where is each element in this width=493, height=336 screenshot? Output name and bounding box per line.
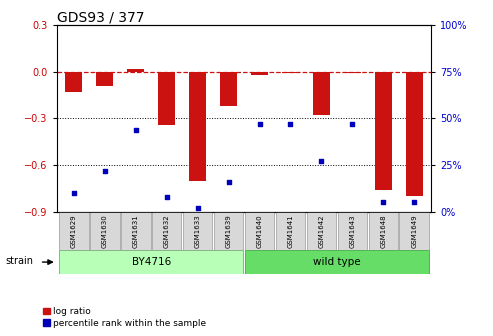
- Bar: [59, 250, 244, 274]
- Bar: [158, 72, 175, 125]
- Text: GSM1629: GSM1629: [70, 214, 77, 248]
- Bar: [152, 212, 181, 250]
- Bar: [406, 72, 423, 196]
- Text: strain: strain: [5, 256, 33, 266]
- Bar: [220, 72, 237, 106]
- Bar: [282, 72, 299, 73]
- Text: GSM1640: GSM1640: [256, 214, 262, 248]
- Bar: [65, 72, 82, 92]
- Legend: log ratio, percentile rank within the sample: log ratio, percentile rank within the sa…: [39, 303, 210, 332]
- Text: GSM1649: GSM1649: [411, 214, 418, 248]
- Bar: [90, 212, 120, 250]
- Bar: [245, 212, 275, 250]
- Point: [410, 200, 418, 205]
- Text: GSM1633: GSM1633: [195, 214, 201, 248]
- Bar: [375, 72, 392, 190]
- Bar: [189, 72, 206, 181]
- Point: [225, 179, 233, 184]
- Bar: [59, 212, 89, 250]
- Bar: [307, 212, 336, 250]
- Text: GSM1639: GSM1639: [226, 214, 232, 248]
- Point: [132, 127, 140, 132]
- Bar: [399, 212, 429, 250]
- Text: GSM1642: GSM1642: [318, 214, 324, 248]
- Bar: [276, 212, 305, 250]
- Point: [194, 205, 202, 211]
- Point: [286, 121, 294, 127]
- Bar: [338, 212, 367, 250]
- Bar: [313, 72, 330, 115]
- Text: GSM1630: GSM1630: [102, 214, 107, 248]
- Point: [101, 168, 108, 173]
- Point: [380, 200, 387, 205]
- Bar: [213, 212, 244, 250]
- Point: [349, 121, 356, 127]
- Bar: [96, 72, 113, 86]
- Point: [317, 159, 325, 164]
- Point: [255, 121, 263, 127]
- Text: GSM1648: GSM1648: [381, 214, 387, 248]
- Bar: [127, 69, 144, 72]
- Bar: [344, 72, 361, 73]
- Point: [70, 191, 78, 196]
- Bar: [121, 212, 150, 250]
- Text: BY4716: BY4716: [132, 257, 171, 267]
- Bar: [368, 212, 398, 250]
- Bar: [183, 212, 212, 250]
- Text: GSM1631: GSM1631: [133, 214, 139, 248]
- Text: wild type: wild type: [313, 257, 361, 267]
- Text: GSM1632: GSM1632: [164, 214, 170, 248]
- Bar: [251, 72, 268, 75]
- Text: GDS93 / 377: GDS93 / 377: [57, 10, 144, 24]
- Point: [163, 194, 171, 200]
- Bar: [245, 250, 429, 274]
- Text: GSM1643: GSM1643: [350, 214, 355, 248]
- Text: GSM1641: GSM1641: [287, 214, 293, 248]
